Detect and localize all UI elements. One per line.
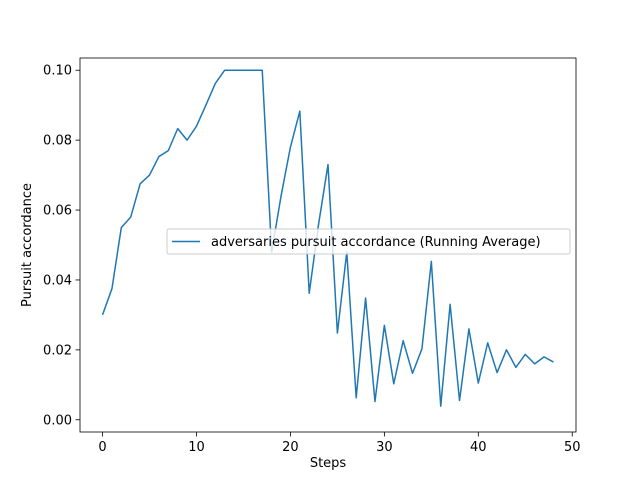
x-tick-label: 0 (98, 440, 106, 455)
axes-frame (79, 57, 577, 433)
y-tick-label: 0.02 (43, 343, 72, 358)
legend-label: adversaries pursuit accordance (Running … (211, 235, 541, 250)
y-tick-label: 0.08 (43, 134, 72, 149)
x-tick-label: 10 (188, 440, 205, 455)
x-tick-label: 30 (376, 440, 393, 455)
y-axis-label: Pursuit accordance (20, 183, 35, 307)
x-tick-label: 20 (282, 440, 299, 455)
x-tick-label: 40 (470, 440, 487, 455)
y-tick-label: 0.10 (43, 64, 72, 79)
y-tick-label: 0.00 (43, 413, 72, 428)
x-axis-label: Steps (310, 456, 347, 471)
y-tick-label: 0.06 (43, 204, 72, 219)
x-tick-label: 50 (564, 440, 581, 455)
y-tick-label: 0.04 (43, 273, 72, 288)
legend-box (166, 228, 571, 255)
legend: adversaries pursuit accordance (Running … (166, 228, 571, 255)
